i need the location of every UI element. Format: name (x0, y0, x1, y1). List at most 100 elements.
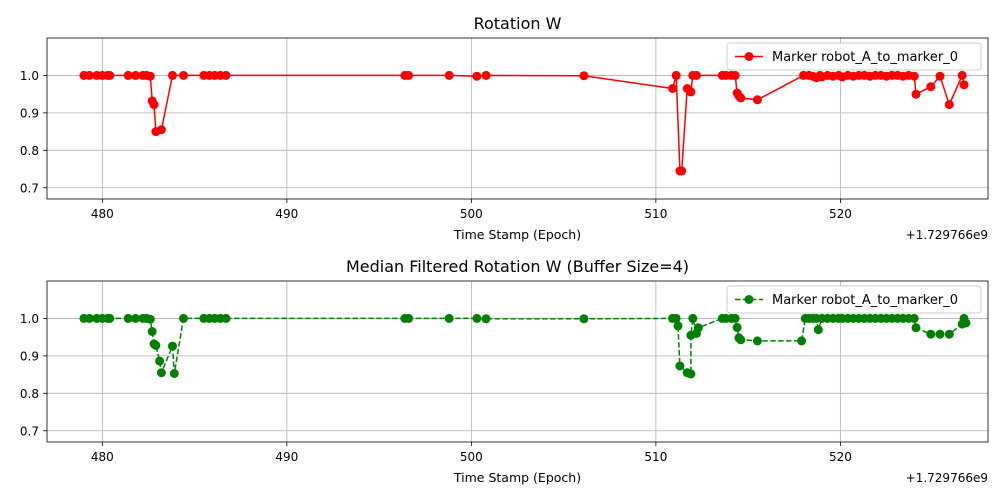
data-point (221, 313, 231, 323)
data-point (693, 323, 703, 333)
data-point (155, 356, 165, 366)
x-axis-label: Time Stamp (Epoch) (453, 227, 581, 242)
data-point (752, 95, 762, 105)
y-tick-label: 0.9 (20, 349, 39, 363)
chart-title: Rotation W (474, 14, 562, 33)
data-point (131, 70, 141, 80)
data-point (123, 313, 133, 323)
x-tick-label: 510 (644, 207, 667, 221)
x-tick-label: 490 (275, 450, 298, 464)
chart-title: Median Filtered Rotation W (Buffer Size=… (346, 257, 689, 276)
data-point (686, 87, 696, 97)
data-point (156, 125, 166, 135)
y-tick-label: 1.0 (20, 69, 39, 83)
data-point (668, 84, 677, 93)
x-tick-label: 510 (644, 450, 667, 464)
data-point (671, 313, 681, 323)
data-point (736, 93, 746, 103)
data-point (179, 313, 188, 323)
x-axis-offset-label: +1.729766e9 (906, 228, 988, 242)
data-point (935, 329, 945, 339)
data-point (481, 314, 491, 324)
data-point (813, 325, 823, 335)
data-point (105, 70, 115, 80)
data-point (145, 314, 155, 324)
data-point (169, 369, 179, 378)
data-point (149, 100, 159, 110)
median-filtered-rotation-w-chart: 480 490 500 510 520 0.7 0.8 0.9 1.0 Median Filter… (20, 257, 989, 485)
y-tick-label: 0.7 (20, 181, 39, 195)
rotation-w-chart: 480 490 500 510 520 0.7 0.8 0.9 1.0 Rotation W Tim… (20, 14, 989, 242)
data-point (732, 322, 742, 332)
data-point (221, 70, 231, 80)
legend-label: Marker robot_A_to_marker_0 (772, 293, 958, 308)
x-tick-label: 500 (460, 207, 483, 221)
x-tick-label: 490 (275, 207, 298, 221)
data-point (105, 313, 115, 323)
data-point (944, 100, 954, 110)
data-point (926, 329, 936, 339)
legend-marker-swatch (744, 52, 754, 61)
x-tick-label: 520 (829, 450, 852, 464)
x-tick-label: 480 (91, 450, 114, 464)
series-line (83, 316, 967, 376)
plot-frame (46, 37, 989, 200)
x-tick-label: 520 (829, 207, 852, 221)
data-point (935, 71, 945, 81)
data-point (730, 70, 740, 80)
data-point (957, 70, 967, 80)
data-point (752, 336, 762, 346)
legend-marker-swatch (744, 295, 754, 304)
data-point (911, 89, 921, 99)
data-point (168, 70, 177, 80)
data-point (692, 70, 701, 80)
data-point (404, 70, 414, 80)
data-point (84, 70, 94, 80)
data-point (736, 335, 746, 345)
legend-box (726, 285, 982, 314)
data-point (444, 313, 454, 323)
x-axis-label: Time Stamp (Epoch) (453, 470, 581, 485)
data-point (797, 336, 807, 346)
y-tick-label: 0.7 (20, 424, 39, 438)
data-point (686, 369, 696, 379)
data-point (909, 313, 919, 323)
data-point (84, 313, 94, 323)
legend-label: Marker robot_A_to_marker_0 (772, 50, 958, 65)
data-point (168, 341, 177, 351)
data-point (959, 80, 969, 90)
plot-frame (46, 280, 989, 443)
data-point (688, 313, 698, 323)
data-point (961, 318, 971, 328)
data-point (147, 327, 157, 336)
data-point (156, 368, 166, 378)
data-point (671, 70, 681, 80)
data-point (675, 361, 685, 371)
data-point (481, 70, 491, 80)
data-point (123, 70, 133, 80)
data-point (404, 313, 414, 323)
x-tick-label: 500 (460, 450, 483, 464)
data-point (677, 166, 687, 176)
data-point (444, 70, 454, 80)
series-line (83, 72, 965, 172)
data-point (730, 313, 740, 323)
data-point (926, 82, 936, 92)
data-point (179, 70, 188, 80)
data-point (145, 71, 155, 81)
y-tick-label: 0.8 (20, 387, 39, 401)
y-tick-label: 1.0 (20, 312, 39, 326)
x-axis-offset-label: +1.729766e9 (906, 471, 988, 485)
data-point (579, 71, 589, 81)
data-point (151, 340, 161, 350)
legend: Marker robot_A_to_marker_0 (726, 285, 982, 314)
data-point (909, 71, 919, 81)
data-point (673, 321, 683, 331)
data-point (579, 314, 589, 324)
y-tick-label: 0.8 (20, 144, 39, 158)
y-tick-label: 0.9 (20, 106, 39, 120)
data-point (472, 313, 482, 323)
data-point (944, 329, 954, 339)
data-point (472, 71, 482, 81)
